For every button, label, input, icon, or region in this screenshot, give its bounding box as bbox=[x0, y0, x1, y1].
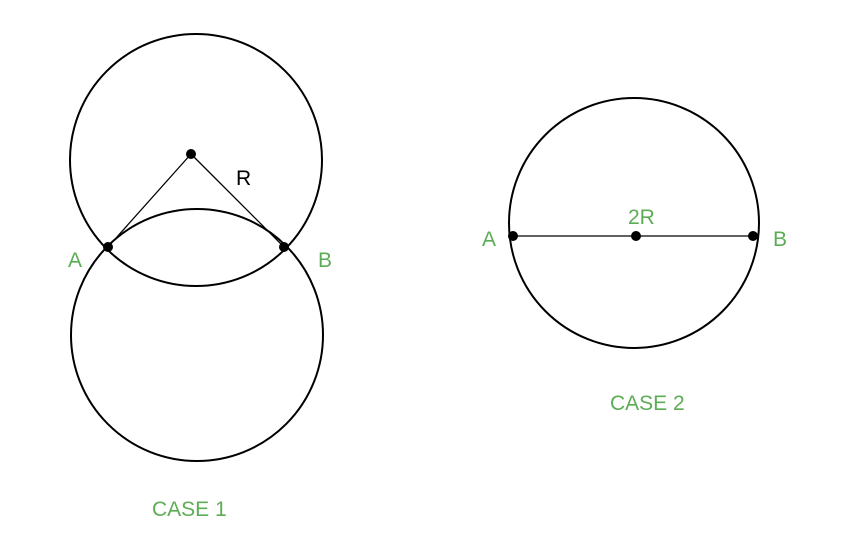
case1-group: R A B CASE 1 bbox=[68, 33, 332, 521]
case2-diameter-label: 2R bbox=[628, 206, 655, 229]
case1-radius-line-to-b bbox=[190, 153, 285, 248]
case1-caption: CASE 1 bbox=[152, 498, 227, 521]
case1-radius-label: R bbox=[236, 167, 251, 190]
case2-point-b bbox=[748, 231, 758, 241]
case1-radius-line-to-a bbox=[107, 153, 192, 248]
case2-point-a-label: A bbox=[482, 228, 496, 251]
case1-point-a bbox=[103, 242, 113, 252]
case1-lower-circle bbox=[70, 208, 324, 462]
case1-point-a-label: A bbox=[68, 249, 82, 272]
case2-center-point bbox=[631, 231, 641, 241]
case1-point-b-label: B bbox=[318, 249, 332, 272]
case1-upper-circle bbox=[69, 33, 323, 287]
case2-point-a bbox=[508, 231, 518, 241]
case2-caption: CASE 2 bbox=[610, 392, 685, 415]
case1-center-point bbox=[186, 149, 196, 159]
case1-point-b bbox=[279, 242, 289, 252]
case2-group: 2R A B CASE 2 bbox=[482, 97, 787, 415]
case2-point-b-label: B bbox=[773, 228, 787, 251]
case2-circle bbox=[508, 97, 760, 349]
